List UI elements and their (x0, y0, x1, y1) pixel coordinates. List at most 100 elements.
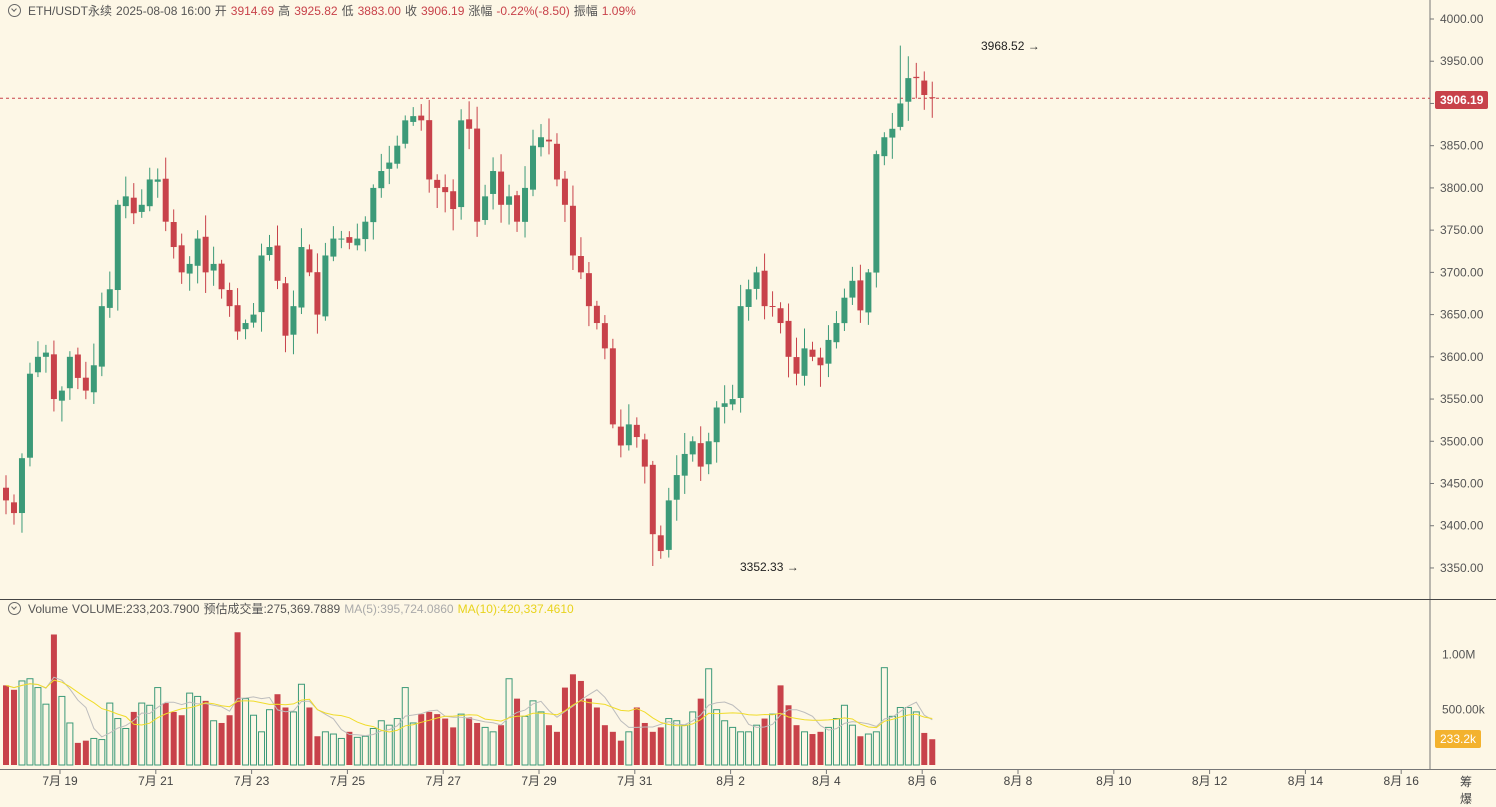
candle (881, 137, 888, 157)
volume-bar (505, 678, 513, 766)
close-value: 3906.19 (421, 3, 465, 18)
price-tick-label: 3800.00 (1440, 181, 1484, 195)
volume-bar (426, 711, 433, 765)
candle (386, 162, 393, 169)
candle (857, 280, 864, 311)
volume-bar (218, 722, 225, 765)
time-tick-label: 8月 2 (716, 774, 745, 788)
volume-header: Volume VOLUME:233,203.7900 预估成交量:275,369… (8, 600, 574, 617)
volume-collapse-toggle-icon[interactable] (8, 602, 21, 615)
candle (641, 439, 648, 467)
volume-bar (434, 714, 441, 765)
volume-bar (122, 728, 130, 766)
candle (769, 306, 776, 308)
volume-bar (769, 713, 777, 766)
volume-bar (297, 683, 305, 766)
candle (162, 178, 169, 222)
candle (929, 97, 936, 99)
volume-bar (401, 687, 409, 766)
volume-bar (250, 714, 258, 766)
volume-bar (202, 700, 209, 765)
candle (633, 424, 640, 438)
volume-bar (697, 698, 704, 765)
candle (889, 128, 896, 138)
candle (370, 187, 377, 223)
volume-bar (481, 726, 489, 766)
candle (58, 390, 65, 401)
candle (785, 320, 792, 357)
volume-bar (457, 713, 465, 766)
volume-bar (824, 726, 832, 766)
candle (98, 306, 105, 367)
candle (753, 272, 760, 289)
toolbar-labels[interactable]: 筹 爆 (1460, 775, 1481, 806)
candle (170, 222, 177, 248)
candle (609, 348, 616, 425)
volume-title: Volume (28, 601, 69, 616)
volume-bar (521, 715, 529, 766)
time-tick-label: 8月 10 (1096, 774, 1132, 788)
volume-bar (593, 707, 600, 765)
volume-bar (226, 715, 233, 765)
candle (474, 128, 481, 222)
volume-bar (832, 718, 840, 766)
candle (402, 120, 409, 144)
candle (82, 377, 89, 391)
price-tick-label: 3550.00 (1440, 392, 1484, 406)
price-tick-label: 3750.00 (1440, 223, 1484, 237)
volume-bar (617, 740, 624, 765)
candle (306, 249, 313, 273)
volume-bar (840, 704, 848, 766)
volume-bar (561, 687, 568, 765)
candle (418, 115, 425, 121)
volume-bar (393, 718, 401, 766)
candle (146, 179, 153, 207)
volume-bar (337, 737, 345, 766)
volume-bar (864, 733, 872, 766)
price-tick-label: 3950.00 (1440, 54, 1484, 68)
volume-bar (904, 706, 912, 766)
collapse-toggle-icon[interactable] (8, 4, 21, 17)
candle (657, 535, 664, 552)
volume-bar (3, 685, 9, 765)
volume-bar (737, 731, 745, 766)
candle (122, 196, 129, 207)
volume-bar (848, 724, 856, 766)
candle (522, 187, 529, 222)
candle (330, 238, 337, 257)
candle (314, 272, 321, 315)
volume-bar (753, 724, 761, 766)
volume-bar (314, 736, 321, 765)
volume-bar (450, 727, 457, 765)
volume-bar (857, 736, 864, 765)
low-value: 3883.00 (357, 3, 401, 18)
price-tick-label: 3450.00 (1440, 477, 1484, 491)
low-annotation: 3352.33 → (740, 560, 799, 574)
volume-bar (90, 737, 98, 766)
candle (761, 270, 768, 307)
candle (913, 76, 920, 79)
volume-bar (585, 698, 592, 765)
candle (506, 196, 513, 205)
volume-ma10-line (5, 679, 933, 733)
candle (178, 245, 185, 273)
volume-bar (361, 735, 369, 766)
volume-bar (657, 727, 664, 765)
header-datetime: 2025-08-08 16:00 (116, 3, 211, 18)
high-annotation: 3968.52 → (981, 39, 1040, 53)
volume-tick-label: 500.00k (1442, 703, 1486, 717)
volume-bar (625, 731, 633, 766)
volume-bar (74, 742, 81, 765)
candle (442, 187, 449, 193)
candle (777, 308, 784, 324)
candle (833, 323, 840, 343)
time-tick-label: 7月 29 (521, 774, 557, 788)
candle (10, 502, 17, 514)
volume-ma5-line (5, 676, 933, 738)
volume-bar (817, 731, 824, 765)
price-tick-label: 3600.00 (1440, 350, 1484, 364)
price-tick-label: 3500.00 (1440, 434, 1484, 448)
candle (466, 119, 473, 129)
